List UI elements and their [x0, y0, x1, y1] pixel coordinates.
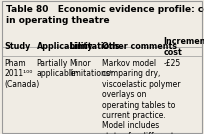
Text: Table 80   Economic evidence profile: constant low pressun
in operating theatre: Table 80 Economic evidence profile: cons…	[6, 5, 204, 25]
Text: Other comments: Other comments	[102, 42, 177, 51]
Text: Limitations: Limitations	[69, 42, 120, 51]
Text: Partially
applicableᶜ: Partially applicableᶜ	[37, 59, 79, 78]
Text: Incremen-
cost: Incremen- cost	[163, 37, 204, 57]
Text: Pham
2011¹⁰⁰
(Canada): Pham 2011¹⁰⁰ (Canada)	[4, 59, 39, 89]
Text: Applicability: Applicability	[37, 42, 93, 51]
Text: Markov model
comparing dry,
viscoelastic polymer
overlays on
operating tables to: Markov model comparing dry, viscoelastic…	[102, 59, 181, 134]
Text: Study: Study	[4, 42, 30, 51]
Text: Minor
limitationsᵇ: Minor limitationsᵇ	[69, 59, 113, 78]
Text: -£25: -£25	[163, 59, 181, 68]
